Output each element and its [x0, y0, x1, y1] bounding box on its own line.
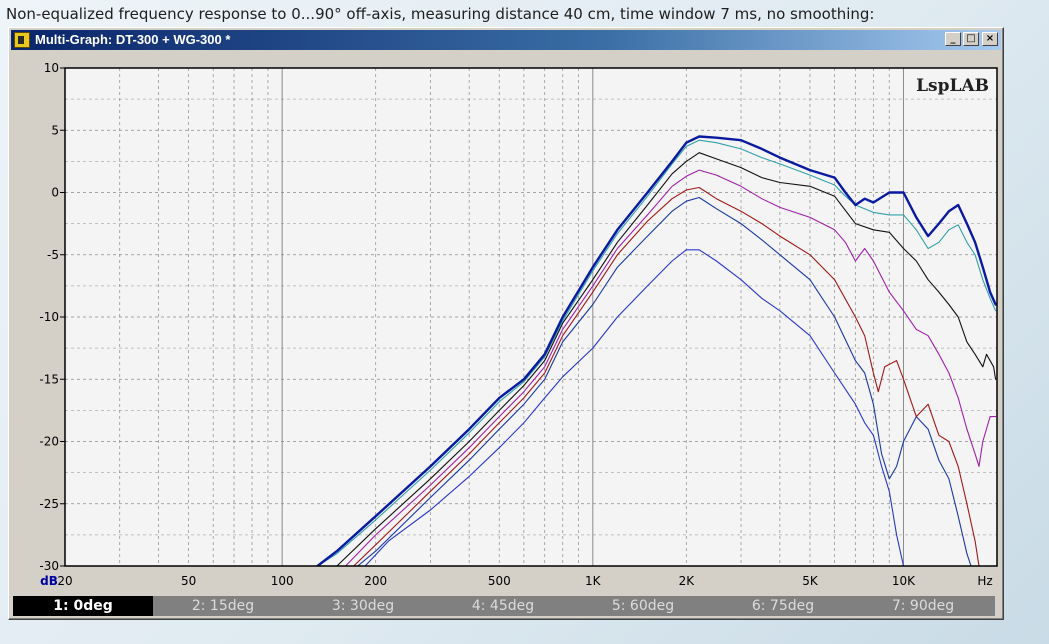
maximize-button[interactable]: □ — [963, 32, 979, 46]
multi-graph-window: Multi-Graph: DT-300 + WG-300 * _ □ × 10 5… — [8, 27, 1004, 620]
x-tick-label: 2K — [679, 574, 696, 588]
x-tick-label: 100 — [271, 574, 294, 588]
figure-caption: Non-equalized frequency response to 0...… — [6, 5, 875, 23]
x-tick-label: 200 — [364, 574, 387, 588]
y-tick-label: 10 — [44, 61, 59, 75]
minimize-button[interactable]: _ — [945, 32, 961, 46]
window-titlebar[interactable]: Multi-Graph: DT-300 + WG-300 * _ □ × — [11, 30, 1001, 50]
x-tick-label: 5K — [802, 574, 819, 588]
legend-item-15deg[interactable]: 2: 15deg — [191, 598, 255, 614]
window-title: Multi-Graph: DT-300 + WG-300 * — [35, 32, 231, 47]
legend-item-45deg[interactable]: 4: 45deg — [471, 598, 535, 614]
series-line-60deg — [353, 186, 980, 566]
series-lines — [316, 135, 997, 566]
x-tick-label: 500 — [488, 574, 511, 588]
x-tick-label: 20 — [57, 574, 72, 588]
legend-item-60deg[interactable]: 5: 60deg — [611, 598, 675, 614]
legend-item-75deg[interactable]: 6: 75deg — [751, 598, 815, 614]
legend-item-30deg[interactable]: 3: 30deg — [331, 598, 395, 614]
y-tick-label: -30 — [39, 559, 59, 573]
y-tick-label: -25 — [39, 497, 59, 511]
x-tick-label: 10K — [892, 574, 916, 588]
close-button[interactable]: × — [982, 32, 998, 46]
series-line-0deg — [316, 135, 997, 566]
y-tick-label: 0 — [51, 186, 59, 200]
legend-item-0deg[interactable]: 1: 0deg — [13, 596, 153, 616]
y-tick-label: -5 — [47, 248, 59, 262]
series-line-90deg — [364, 249, 905, 566]
series-line-45deg — [345, 169, 997, 566]
y-tick-label: -15 — [39, 372, 59, 386]
series-line-30deg — [336, 152, 997, 566]
legend-bar: 1: 0deg 2: 15deg 3: 30deg 4: 45deg 5: 60… — [13, 596, 995, 616]
series-line-75deg — [357, 196, 972, 566]
y-tick-label: -20 — [39, 435, 59, 449]
y-tick-label: 5 — [51, 123, 59, 137]
y-tick-label: -10 — [39, 310, 59, 324]
x-tick-label: 1K — [585, 574, 602, 588]
x-axis-label: Hz — [977, 574, 992, 588]
legend-item-90deg[interactable]: 7: 90deg — [891, 598, 955, 614]
series-line-15deg — [316, 139, 997, 566]
x-tick-label: 50 — [181, 574, 196, 588]
frequency-response-plot: 10 5 0 -5 -10 -15 -20 -25 -30 20 50 100 200 500 1K 2K 5K… — [12, 54, 998, 594]
y-axis-label: dB — [40, 574, 58, 588]
speaker-app-icon — [14, 32, 30, 48]
lsplab-watermark: LspLAB — [916, 76, 989, 96]
plot-frame — [64, 67, 998, 567]
